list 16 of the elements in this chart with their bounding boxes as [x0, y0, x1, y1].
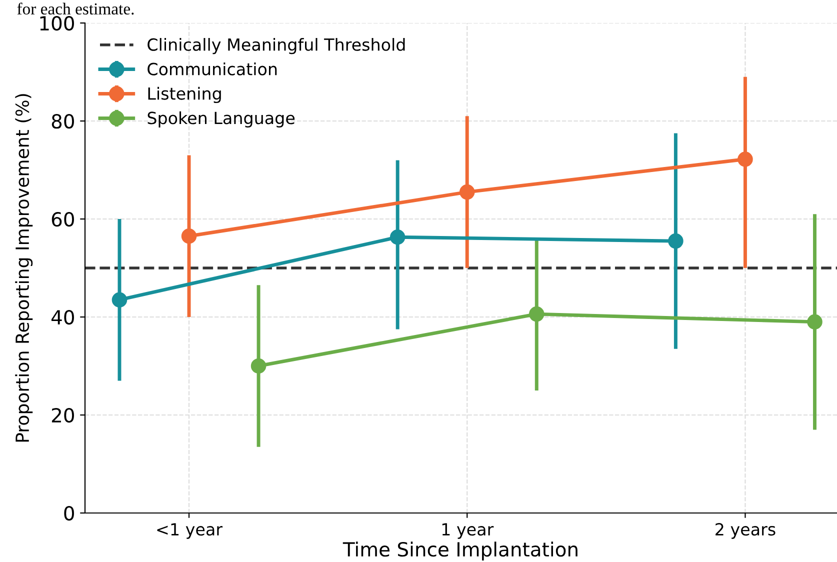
text: for each estimate. — [17, 2, 134, 15]
x-tick-label: <1 year — [157, 523, 223, 539]
y-tick-label: 80 — [52, 114, 74, 129]
legend-label: Clinically Meaningful Threshold — [148, 38, 405, 54]
x-tick-label: 2 years — [716, 523, 776, 539]
x-axis-title: Time Since Implantation — [342, 542, 578, 560]
y-tick-label: 100 — [40, 16, 74, 31]
y-tick-label: 60 — [52, 212, 74, 227]
y-tick-label: 0 — [64, 506, 74, 521]
legend-label: Spoken Language — [148, 111, 295, 128]
y-tick-label: 40 — [51, 310, 74, 325]
y-axis-title: Proportion Reporting Improvement (%) — [15, 94, 33, 442]
y-tick-label: 20 — [52, 408, 74, 423]
legend-label: Communication — [148, 62, 277, 76]
legend-label: Listening — [148, 86, 221, 104]
x-tick-label: 1 year — [442, 523, 494, 539]
